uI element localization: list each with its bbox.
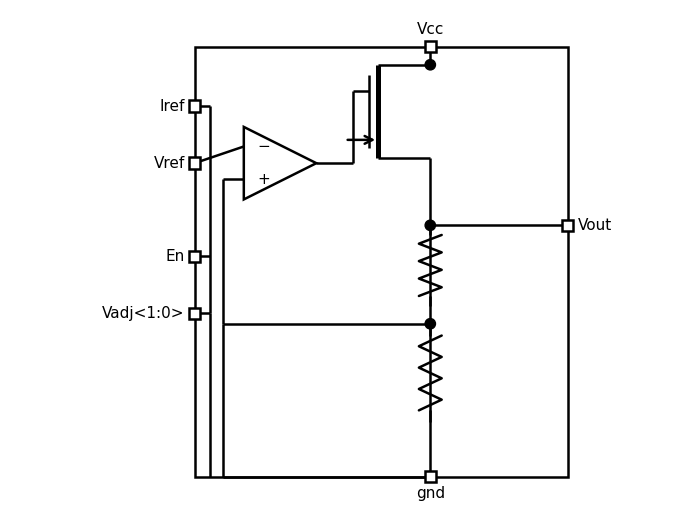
Text: +: + [257, 171, 270, 186]
Text: En: En [165, 249, 185, 264]
Polygon shape [189, 308, 200, 319]
Text: Iref: Iref [160, 99, 185, 113]
Polygon shape [425, 41, 436, 52]
Text: Vcc: Vcc [416, 22, 444, 37]
Polygon shape [189, 157, 200, 169]
Text: Vref: Vref [153, 156, 185, 170]
Polygon shape [189, 100, 200, 112]
Text: Vadj<1:0>: Vadj<1:0> [102, 306, 185, 321]
Circle shape [425, 60, 435, 70]
Circle shape [425, 319, 435, 329]
Polygon shape [189, 251, 200, 262]
Polygon shape [425, 471, 436, 482]
Text: −: − [257, 139, 270, 154]
Text: gnd: gnd [416, 486, 445, 501]
Polygon shape [244, 127, 316, 199]
Text: Vout: Vout [578, 218, 612, 233]
Polygon shape [195, 47, 568, 477]
Polygon shape [562, 220, 573, 231]
Circle shape [425, 220, 435, 231]
